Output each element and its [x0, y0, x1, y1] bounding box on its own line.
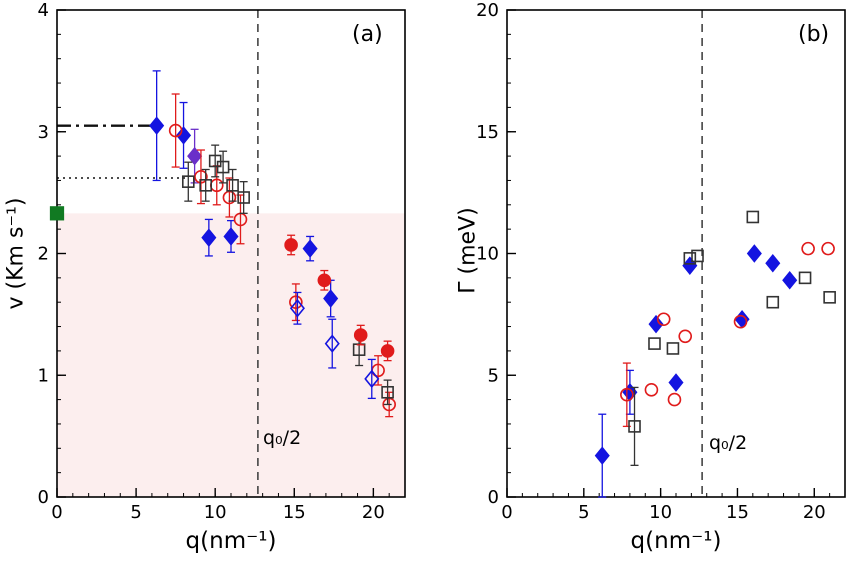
ticks: 0 5 10 15 20 0 5 10 15 20 [476, 0, 846, 523]
series-red-open-circle [168, 93, 396, 418]
x-tick-label: 10 [204, 502, 227, 523]
series-red-open-circle [620, 241, 835, 428]
series-blue-filled-diamond [149, 70, 339, 318]
series-red-filled-circle [284, 234, 395, 362]
panel-b-plot: 0 5 10 15 20 0 5 10 15 20 [476, 0, 846, 523]
x-tick-label: 15 [726, 502, 749, 523]
ticks: 0 5 10 15 20 0 1 2 3 4 [38, 0, 406, 523]
panel-a-xlabel: q(nm⁻¹) [185, 528, 277, 554]
panel-b-xlabel: q(nm⁻¹) [630, 528, 722, 554]
series-blue-filled-diamond [594, 244, 798, 498]
x-tick-label: 15 [283, 502, 306, 523]
y-tick-label: 20 [476, 0, 499, 21]
shaded-region [57, 213, 405, 497]
x-tick-label: 20 [362, 502, 385, 523]
y-tick-label: 5 [488, 365, 499, 386]
y-tick-label: 3 [38, 122, 49, 143]
panel-a-plot: 0 5 10 15 20 0 1 2 3 4 [38, 0, 406, 523]
panel-b-ylabel: Γ (meV) [455, 207, 481, 294]
axes-frame [506, 9, 846, 498]
y-tick-label: 4 [38, 0, 49, 21]
panel-a-ylabel: v (Km s⁻¹) [3, 197, 29, 310]
x-tick-label: 20 [803, 502, 826, 523]
x-tick-label: 10 [649, 502, 672, 523]
green-reference-square [49, 206, 65, 221]
panel-b-letter: (b) [798, 22, 830, 47]
series-blue-open-diamond [289, 291, 380, 400]
x-tick-label: 5 [130, 502, 141, 523]
x-tick-label: 5 [578, 502, 589, 523]
y-tick-label: 10 [476, 244, 499, 265]
panel-a-q0-label: q₀/2 [263, 427, 302, 449]
series-black-open-square [628, 210, 836, 466]
x-tick-label: 0 [501, 502, 512, 523]
series-purple-filled-diamond [187, 128, 203, 184]
x-tick-label: 0 [51, 502, 62, 523]
y-tick-label: 0 [488, 487, 499, 508]
y-tick-label: 1 [38, 365, 49, 386]
panel-a-letter: (a) [352, 22, 383, 47]
series-black-open-square [181, 144, 394, 406]
y-tick-label: 2 [38, 244, 49, 265]
y-tick-label: 15 [476, 122, 499, 143]
panel-b-q0-label: q₀/2 [709, 432, 748, 454]
y-tick-label: 0 [38, 487, 49, 508]
